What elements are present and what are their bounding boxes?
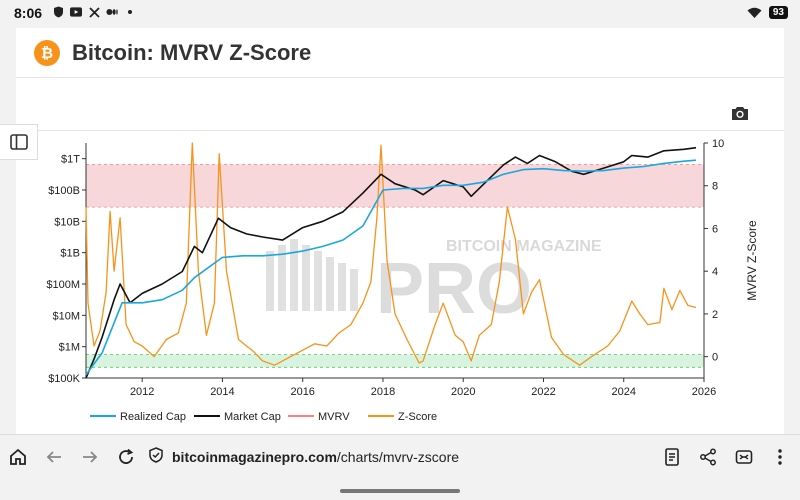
watermark: BITCOIN MAGAZINE PRO bbox=[266, 238, 602, 329]
chart-svg: BITCOIN MAGAZINE PRO $100K$1M$10M$100M$1… bbox=[46, 138, 759, 423]
status-time: 8:06 bbox=[14, 5, 43, 21]
wifi-icon bbox=[747, 7, 763, 19]
y-left-tick-label: $100M bbox=[46, 279, 80, 291]
axes: $100K $1M $10M $100M $1B $10B $100B $1T 0 2 4 6 8 10 M… bbox=[46, 138, 759, 398]
title-row: ₿ Bitcoin: MVRV Z-Score bbox=[16, 28, 784, 78]
y-right-tick-label: 10 bbox=[712, 138, 724, 150]
shield-icon bbox=[52, 6, 64, 18]
status-bar: 8:06 93 bbox=[0, 0, 800, 28]
share-icon[interactable] bbox=[696, 445, 720, 469]
y-right-tick-label: 0 bbox=[712, 352, 718, 364]
more-options-icon[interactable] bbox=[768, 445, 792, 469]
legend-label[interactable]: Z-Score bbox=[398, 411, 437, 423]
y-left-tick-label: $1M bbox=[59, 342, 80, 354]
url-text: bitcoinmagazinepro.com/charts/mvrv-zscor… bbox=[172, 449, 459, 465]
y-left-tick-label: $10M bbox=[52, 310, 80, 322]
forward-icon[interactable] bbox=[78, 445, 102, 469]
mvrv-chart: BITCOIN MAGAZINE PRO $100K $1M $10M $100M $1… bbox=[16, 133, 784, 433]
battery-level: 93 bbox=[768, 6, 788, 19]
y-left-tick-label: $1T bbox=[61, 154, 80, 166]
legend-label[interactable]: Market Cap bbox=[224, 411, 281, 423]
sidebar-panel-icon bbox=[9, 134, 28, 150]
y-left-tick-label: $100B bbox=[48, 185, 80, 197]
y-right-tick-label: 6 bbox=[712, 223, 718, 235]
bitcoin-logo-icon: ₿ bbox=[34, 40, 60, 66]
legend: Realized Cap Market Cap MVRV Z-Score bbox=[90, 411, 437, 423]
undervalued-zone bbox=[86, 354, 704, 368]
home-icon[interactable] bbox=[6, 445, 30, 469]
youtube-icon bbox=[70, 6, 82, 18]
x-tick-label: 2026 bbox=[692, 386, 716, 398]
site-info-icon[interactable] bbox=[148, 446, 164, 468]
url-domain: bitcoinmagazinepro.com bbox=[172, 449, 337, 465]
series-line-market-cap bbox=[85, 146, 697, 379]
x-tick-label: 2012 bbox=[130, 386, 154, 398]
legend-label[interactable]: MVRV bbox=[318, 411, 350, 423]
dot-icon bbox=[124, 6, 136, 18]
zone-bands bbox=[86, 163, 704, 368]
legend-label[interactable]: Realized Cap bbox=[120, 411, 186, 423]
y-right-axis-label: MVRV Z-Score bbox=[745, 220, 759, 301]
reader-mode-icon[interactable] bbox=[660, 445, 684, 469]
page-title: Bitcoin: MVRV Z-Score bbox=[72, 40, 312, 65]
y-right-tick-label: 8 bbox=[712, 181, 718, 193]
medium-icon bbox=[106, 6, 118, 18]
tabs-icon[interactable] bbox=[732, 445, 756, 469]
camera-icon[interactable] bbox=[728, 102, 752, 124]
series bbox=[85, 142, 697, 379]
x-tick-label: 2022 bbox=[531, 386, 555, 398]
y-left-tick-label: $1B bbox=[60, 248, 80, 260]
sidebar-toggle-button[interactable] bbox=[0, 124, 38, 160]
url-path: /charts/mvrv-zscore bbox=[336, 449, 460, 465]
y-right-tick-label: 2 bbox=[712, 309, 718, 321]
x-tick-label: 2016 bbox=[290, 386, 314, 398]
x-tick-label: 2020 bbox=[451, 386, 475, 398]
browser-address-bar: bitcoinmagazinepro.com/charts/mvrv-zscor… bbox=[0, 434, 800, 478]
x-tick-label: 2018 bbox=[371, 386, 395, 398]
x-tick-label: 2014 bbox=[210, 386, 234, 398]
x-logo-icon bbox=[88, 6, 100, 18]
notification-icons bbox=[52, 6, 136, 18]
x-tick-label: 2024 bbox=[611, 386, 635, 398]
series-line-realized-cap bbox=[85, 159, 697, 376]
y-left-tick-label: $100K bbox=[48, 373, 80, 385]
url-field[interactable]: bitcoinmagazinepro.com/charts/mvrv-zscor… bbox=[148, 441, 648, 473]
y-left-tick-label: $10B bbox=[54, 216, 80, 228]
gesture-bar bbox=[340, 489, 460, 493]
status-right: 93 bbox=[747, 6, 788, 19]
watermark-top: BITCOIN MAGAZINE bbox=[446, 238, 602, 255]
back-icon[interactable] bbox=[42, 445, 66, 469]
y-right-tick-label: 4 bbox=[712, 266, 718, 278]
chart-toolbar bbox=[16, 79, 784, 131]
series-line-z-score bbox=[85, 142, 697, 366]
watermark-logo-mark bbox=[266, 239, 358, 311]
overvalued-zone bbox=[86, 164, 704, 208]
watermark-pro: PRO bbox=[376, 249, 532, 329]
reload-icon[interactable] bbox=[114, 445, 138, 469]
